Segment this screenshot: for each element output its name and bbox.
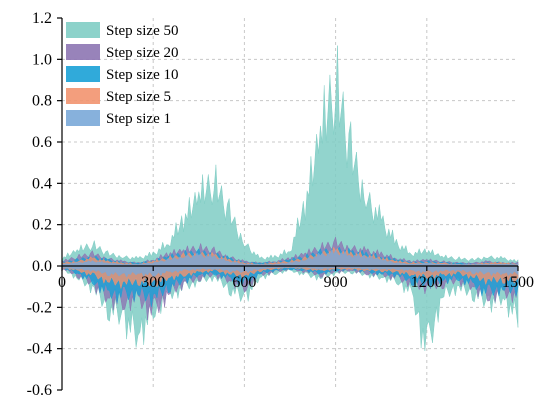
y-tick-label: -0.2 xyxy=(27,299,52,316)
legend-label: Step size 1 xyxy=(106,111,171,127)
series-areas xyxy=(61,45,519,351)
legend-swatch xyxy=(66,88,100,104)
legend-label: Step size 10 xyxy=(106,67,179,83)
legend-swatch xyxy=(66,66,100,82)
y-tick-label: 0.6 xyxy=(32,134,52,151)
legend-label: Step size 5 xyxy=(106,89,171,105)
x-tick-label: 1200 xyxy=(411,274,443,291)
legend: Step size 50 Step size 20 Step size 10 Step… xyxy=(66,22,179,127)
axes: 1.2 1.0 0.8 0.6 0.4 0.2 0.0 -0.2 -0.4 -0.6 0 300 600… xyxy=(27,10,534,399)
y-tick-label: -0.4 xyxy=(27,341,52,358)
grid-lines xyxy=(62,18,518,390)
y-tick-label: 1.0 xyxy=(32,51,52,68)
legend-label: Step size 50 xyxy=(106,23,179,39)
y-tick-label: 0.2 xyxy=(32,217,52,234)
series-area-5 xyxy=(61,248,519,278)
x-tick-label: 600 xyxy=(232,274,256,291)
y-tick-label: 0.8 xyxy=(32,93,52,110)
x-tick-label: 300 xyxy=(141,274,165,291)
series-area-4 xyxy=(61,246,519,289)
y-tick-label: -0.6 xyxy=(27,382,52,399)
y-tick-label: 0.4 xyxy=(32,175,52,192)
y-tick-label: 1.2 xyxy=(32,10,52,27)
legend-label: Step size 20 xyxy=(106,45,179,61)
x-tick-label: 900 xyxy=(324,274,348,291)
legend-swatch xyxy=(66,110,100,126)
y-tick-label: 0.0 xyxy=(32,258,52,275)
legend-swatch xyxy=(66,44,100,60)
legend-swatch xyxy=(66,22,100,38)
x-tick-label: 0 xyxy=(58,274,66,291)
x-tick-label: 1500 xyxy=(502,274,534,291)
